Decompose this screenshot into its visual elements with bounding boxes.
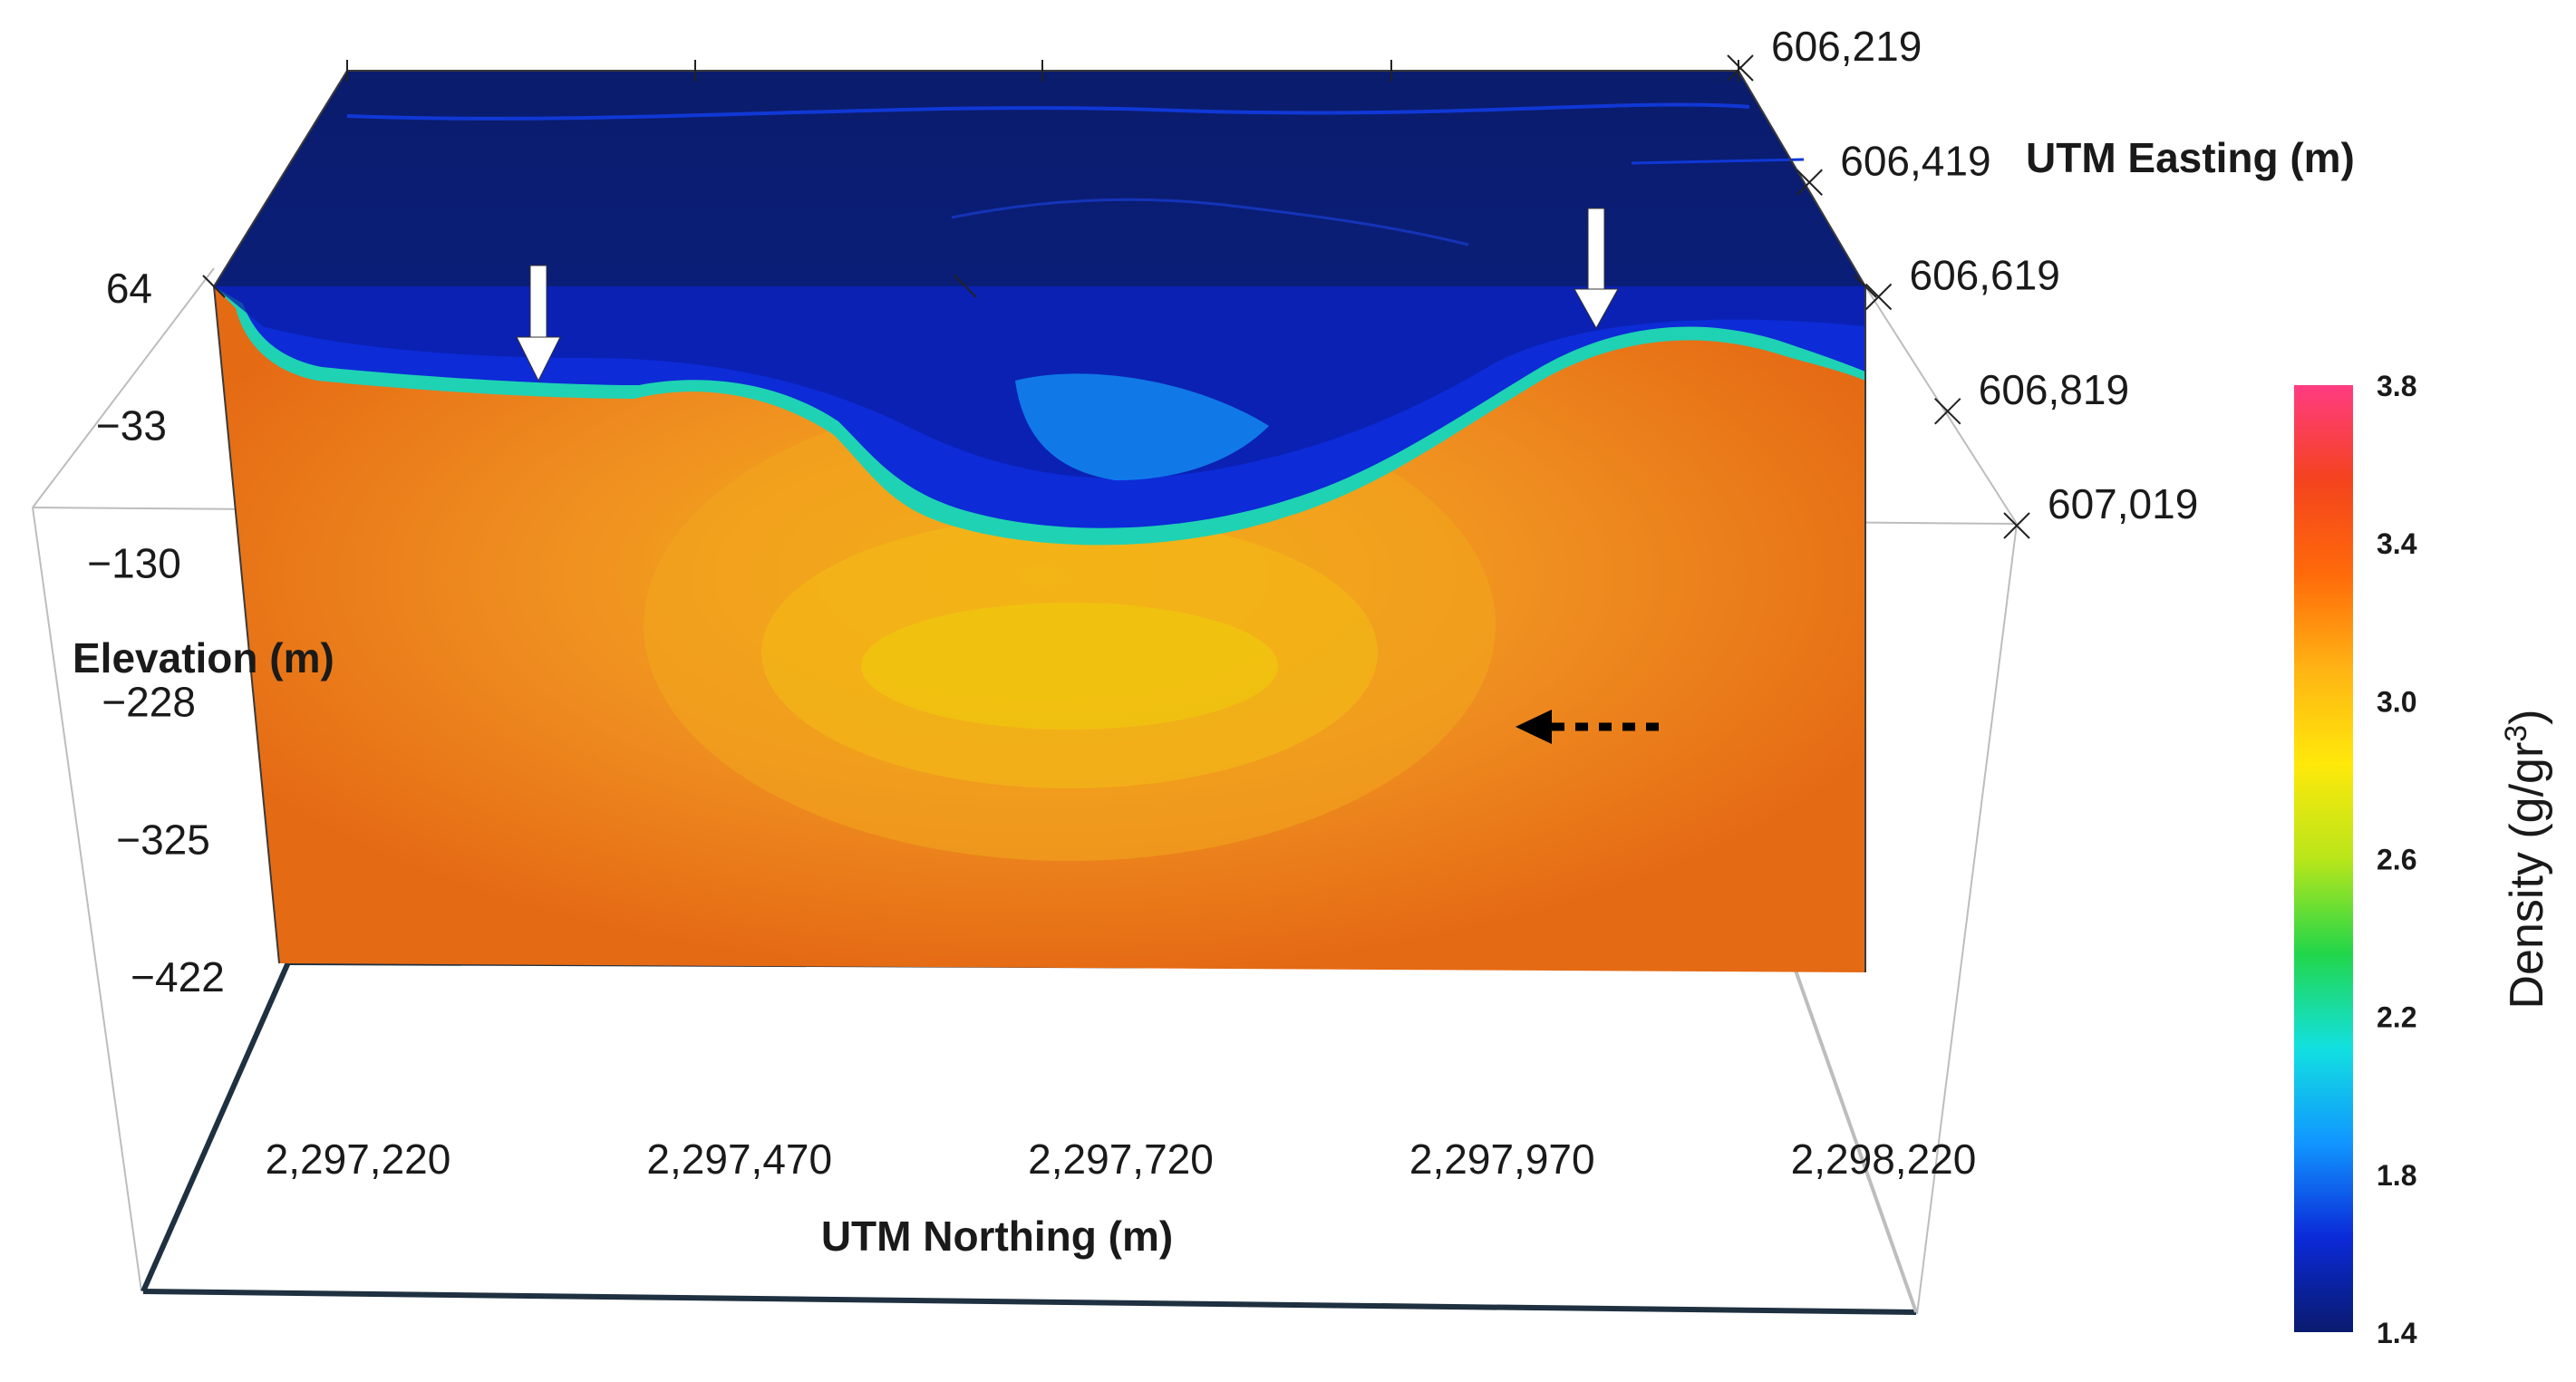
easting-tick-label: 606,619 — [1910, 252, 2060, 299]
white-arrow-left-shaft — [529, 265, 547, 339]
elevation-tick-labels: 64 −33 −130 −228 −325 −422 — [87, 265, 225, 1000]
edge-top-left — [213, 70, 348, 287]
wire-right-vertical — [1916, 523, 2018, 1315]
white-arrow-left-head — [516, 336, 561, 382]
colorbar-tick-label: 1.4 — [2377, 1317, 2417, 1349]
edge-top-right — [1738, 70, 1866, 287]
colorbar-tick-labels: 1.4 1.8 2.2 2.6 3.0 3.4 3.8 — [2377, 370, 2417, 1349]
colorbar-ramp — [2294, 385, 2353, 1332]
northing-tick-label: 2,297,720 — [1028, 1136, 1214, 1183]
dashed-arrow-head — [1516, 710, 1552, 744]
colorbar-tick-label: 3.0 — [2377, 685, 2416, 718]
easting-tick-labels: 606,219 606,419 606,619 606,819 607,019 — [1727, 23, 2198, 539]
northing-tick-label: 2,297,470 — [646, 1136, 832, 1183]
northing-tick-label: 2,298,220 — [1791, 1136, 1977, 1183]
colorbar: 1.4 1.8 2.2 2.6 3.0 3.4 3.8 Density (g/gr3) — [2294, 370, 2553, 1349]
northing-tick-label: 2,297,220 — [266, 1136, 451, 1183]
density-core-inner — [861, 603, 1278, 730]
northing-tick-label: 2,297,970 — [1409, 1136, 1595, 1183]
easting-tick-cross — [1727, 54, 1754, 82]
colorbar-title: Density (g/gr3) — [2499, 709, 2553, 1009]
easting-tick-label: 607,019 — [2048, 480, 2198, 527]
elevation-tick-label: −33 — [96, 402, 167, 449]
edge-front-left — [213, 285, 280, 964]
elevation-tick-label: −422 — [131, 953, 225, 1000]
easting-tick-label: 606,819 — [1979, 366, 2129, 413]
colorbar-tick-label: 3.8 — [2377, 370, 2416, 402]
easting-tick-cross — [1864, 283, 1893, 311]
colorbar-title-sup: 3 — [2499, 725, 2533, 742]
colorbar-tick-label: 1.8 — [2377, 1159, 2416, 1192]
easting-tick-label: 606,219 — [1771, 23, 1922, 70]
colorbar-tick-label: 2.6 — [2377, 844, 2416, 876]
top-contour-3 — [1631, 158, 1805, 165]
colorbar-tick-label: 2.2 — [2377, 1001, 2416, 1034]
corner-tick-mark — [1854, 275, 1877, 298]
basin-cyan-patch — [1015, 373, 1269, 480]
z-axis-title: UTM Easting (m) — [2026, 134, 2355, 181]
top-face — [214, 71, 1865, 286]
dashed-arrow — [1516, 710, 1668, 744]
easting-tick-cross — [2003, 512, 2030, 539]
easting-tick-cross — [1934, 398, 1961, 425]
wire-left-top — [32, 267, 215, 508]
elevation-tick-label: 64 — [106, 265, 152, 312]
colorbar-title-end: ) — [2501, 709, 2553, 724]
easting-tick-label: 606,419 — [1840, 137, 1990, 184]
northing-tick-labels: 2,297,220 2,297,470 2,297,720 2,297,970 2,29… — [266, 1136, 1977, 1183]
top-contour-1 — [346, 102, 1750, 121]
wire-left-vertical — [32, 507, 142, 1292]
elevation-tick-label: −325 — [116, 816, 210, 863]
corner-tick-mark — [202, 275, 226, 298]
floor-front — [142, 1289, 1917, 1315]
annotations — [516, 208, 1668, 744]
top-face-fill — [214, 71, 1865, 286]
white-arrow-left — [516, 265, 561, 382]
easting-tick-cross — [1796, 169, 1823, 196]
colorbar-title-main: Density (g/gr — [2501, 742, 2553, 1010]
colorbar-tick-label: 3.4 — [2377, 527, 2417, 560]
y-axis-title: Elevation (m) — [73, 634, 334, 681]
top-contour-2 — [951, 198, 1469, 246]
front-face — [214, 286, 1865, 972]
x-axis-title: UTM Northing (m) — [821, 1213, 1173, 1260]
floor-right — [1793, 967, 1918, 1313]
white-arrow-right-head — [1574, 288, 1619, 330]
corner-tick-mark — [954, 275, 977, 298]
elevation-tick-label: −130 — [87, 539, 181, 586]
elevation-tick-label: −228 — [102, 679, 196, 726]
floor-left — [140, 961, 291, 1293]
white-arrow-right-shaft — [1587, 208, 1605, 291]
white-arrow-right — [1574, 208, 1619, 330]
